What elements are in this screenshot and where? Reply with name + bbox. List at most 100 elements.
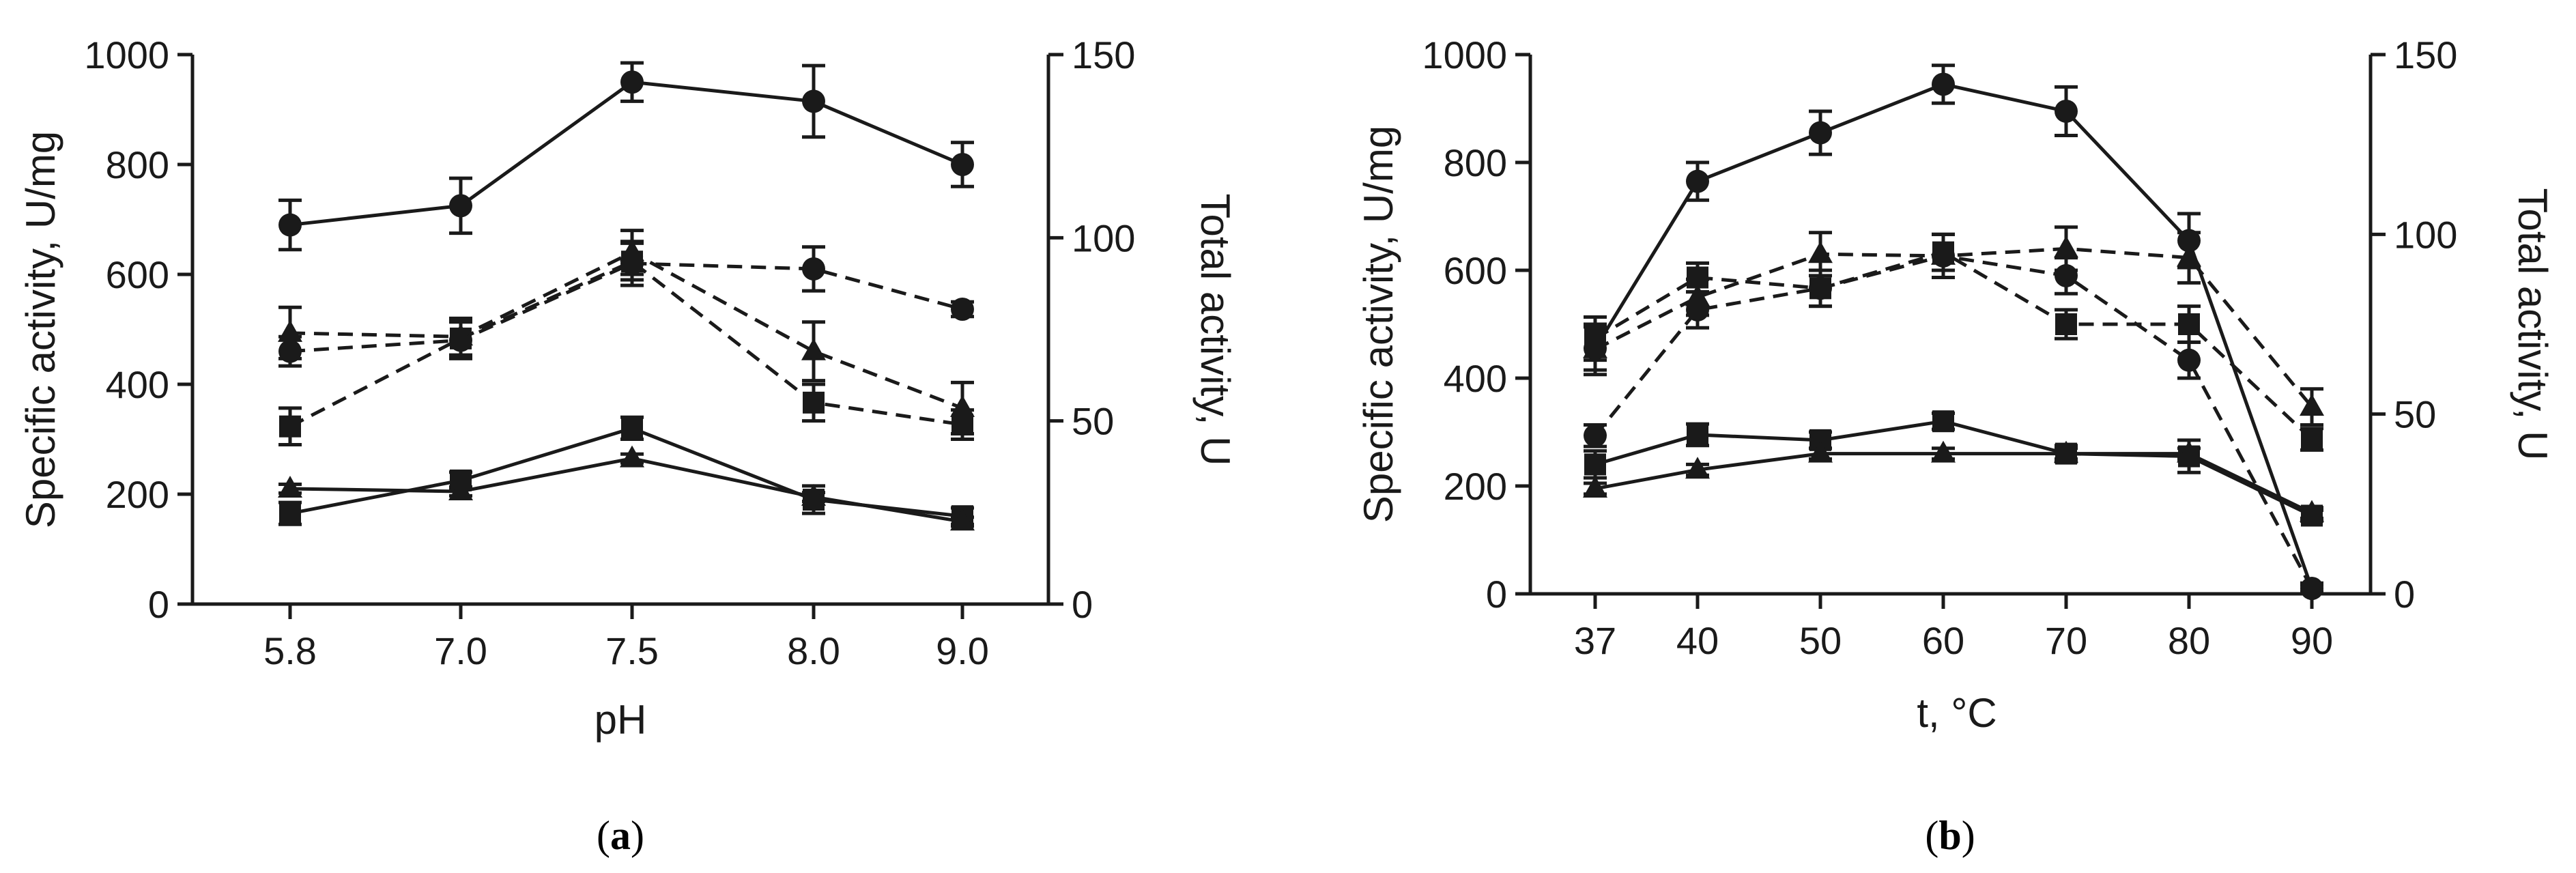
data-point-square	[1809, 277, 1831, 300]
panel-label-letter: b	[1938, 813, 1961, 858]
series-triangle-dashed	[278, 229, 975, 435]
series-triangle-dashed	[1583, 225, 2324, 427]
x-tick-label: 7.0	[434, 629, 487, 672]
data-point-triangle	[950, 509, 975, 531]
data-point-triangle	[801, 338, 826, 360]
x-tick-label: 7.5	[605, 629, 659, 672]
data-point-circle	[1584, 424, 1607, 448]
y-tick-label-left: 200	[106, 473, 169, 516]
x-tick-label: 5.8	[263, 629, 317, 672]
data-point-square	[1584, 453, 1606, 476]
data-point-triangle	[1808, 241, 1833, 263]
panel-b-chart: 0 200 400 600 800 1000 0 50 100 150 37 40 50 60 70 80 90…	[1356, 33, 2556, 858]
x-tick-label: 8.0	[787, 629, 840, 672]
data-point-triangle	[2300, 394, 2324, 416]
panel-label: (b)	[1925, 813, 1975, 858]
data-point-triangle	[1931, 440, 1956, 463]
x-tick-label: 60	[1922, 619, 1964, 662]
data-point-circle	[2177, 348, 2201, 372]
series-triangle-solid	[278, 445, 975, 531]
y2-axis-title: Total activity, U	[2510, 188, 2556, 461]
panel-label-open: (	[1925, 813, 1938, 858]
data-point-triangle	[278, 319, 302, 342]
data-point-triangle	[278, 475, 302, 498]
data-point-triangle	[950, 395, 975, 417]
data-point-circle	[449, 194, 472, 218]
data-point-triangle	[1583, 475, 1607, 498]
series-square-solid	[278, 415, 974, 528]
y-tick-label-left: 800	[1444, 141, 1507, 184]
data-point-triangle	[2177, 440, 2201, 463]
panel-label-open: (	[597, 813, 610, 858]
y-tick-label-left: 0	[1486, 573, 1507, 616]
data-point-triangle	[1685, 284, 1710, 306]
x-tick-label: 37	[1574, 619, 1616, 662]
x-axis-title: pH	[595, 697, 647, 743]
x-tick-label: 80	[2168, 619, 2210, 662]
x-axis-title: t, °C	[1917, 690, 1997, 736]
series-circle-solid	[1584, 63, 2323, 601]
x-tick-label: 50	[1799, 619, 1842, 662]
panel-label-letter: a	[610, 813, 631, 858]
panel-label-close: )	[1962, 813, 1975, 858]
data-point-square	[803, 391, 825, 414]
data-point-circle	[951, 297, 974, 321]
y-tick-label-right: 100	[2394, 213, 2457, 256]
data-point-triangle	[2300, 500, 2324, 522]
series-circle-solid	[278, 61, 974, 252]
y-tick-label-left: 400	[1444, 357, 1507, 400]
series-line-circle-solid	[289, 80, 963, 227]
data-point-circle	[620, 70, 644, 94]
series-line-triangle-solid	[1594, 452, 2313, 515]
data-point-circle	[951, 153, 974, 176]
panel-label-close: )	[631, 813, 644, 858]
y-tick-label-left: 1000	[1422, 33, 1507, 76]
data-point-triangle	[448, 478, 473, 500]
data-point-square	[1687, 423, 1708, 446]
y-tick-label-left: 400	[106, 363, 169, 406]
data-point-triangle	[2054, 235, 2078, 258]
y-tick-label-right: 50	[1072, 400, 1114, 443]
data-point-square	[2301, 428, 2323, 450]
y-tick-label-right: 0	[1072, 583, 1093, 626]
y-axis-title: Specific activity, U/mg	[18, 131, 63, 528]
y-tick-label-left: 600	[106, 253, 169, 296]
data-point-circle	[1809, 121, 1832, 145]
data-point-triangle	[2177, 244, 2201, 267]
x-tick-label: 70	[2045, 619, 2087, 662]
y2-axis-title: Total activity, U	[1192, 194, 1238, 466]
panel-label: (a)	[597, 813, 644, 858]
series-triangle-solid	[1583, 440, 2324, 522]
data-point-circle	[2055, 99, 2078, 123]
x-tick-label: 40	[1676, 619, 1719, 662]
y-tick-label-right: 100	[1072, 216, 1135, 259]
series-line-square-solid	[289, 426, 963, 518]
data-point-square	[279, 502, 301, 525]
data-point-square	[279, 415, 301, 438]
data-point-circle	[802, 257, 825, 281]
y-tick-label-left: 0	[148, 583, 169, 626]
x-tick-label: 9.0	[936, 629, 989, 672]
y-tick-label-right: 150	[2394, 33, 2457, 76]
data-point-circle	[1932, 72, 1955, 96]
data-point-circle	[278, 213, 302, 237]
data-point-circle	[1686, 169, 1709, 193]
y-tick-label-left: 600	[1444, 249, 1507, 292]
data-point-triangle	[1931, 242, 1956, 265]
y-tick-label-right: 150	[1072, 33, 1135, 76]
data-point-circle	[2300, 577, 2323, 601]
data-point-triangle	[620, 239, 644, 261]
y-axis-title: Specific activity, U/mg	[1356, 126, 1401, 523]
y-tick-label-left: 800	[106, 143, 169, 186]
data-point-square	[2055, 313, 2077, 335]
data-point-triangle	[620, 445, 644, 468]
y-tick-label-right: 50	[2394, 393, 2436, 436]
y-tick-label-left: 1000	[84, 33, 169, 76]
y-tick-label-right: 0	[2394, 573, 2415, 616]
series-line-circle-dashed	[289, 261, 963, 354]
data-point-triangle	[801, 484, 826, 506]
series-line-triangle-solid	[289, 457, 963, 524]
data-point-triangle	[2054, 440, 2078, 463]
series-line-square-dashed	[289, 259, 963, 428]
